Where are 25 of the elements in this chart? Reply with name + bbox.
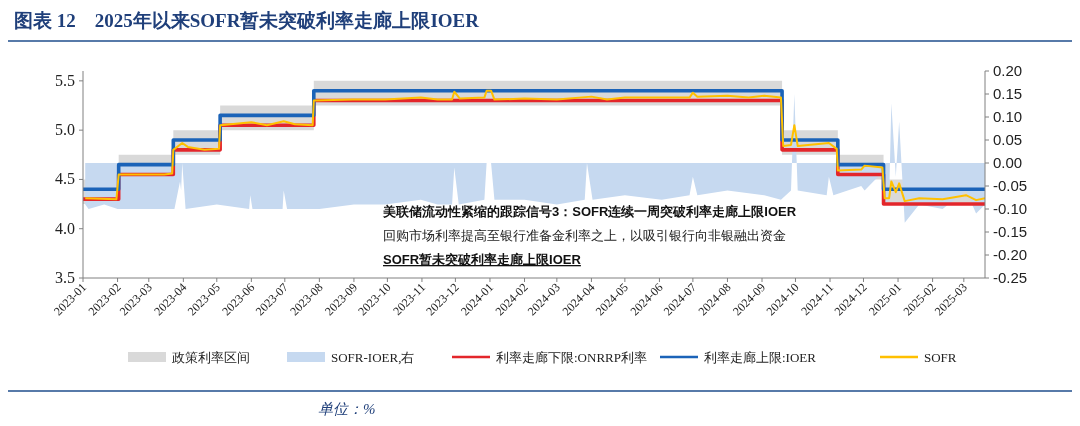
y-tick-label: 4.0 (55, 219, 75, 237)
legend-label: 利率走廊下限:ONRRP利率 (496, 350, 647, 365)
y2-tick-label: -0.25 (993, 269, 1028, 286)
y2-tick-label: 0.05 (993, 131, 1023, 148)
legend-label: 利率走廊上限:IOER (704, 350, 817, 365)
y2-tick-label: -0.10 (993, 200, 1028, 217)
y2-tick-label: 0.15 (993, 85, 1023, 102)
y2-tick-label: 0.00 (993, 154, 1023, 171)
legend-label: 政策利率区间 (172, 350, 250, 365)
y-tick-label: 3.5 (55, 269, 75, 286)
y2-tick-label: 0.20 (993, 62, 1023, 79)
annotation: 美联储流动性紧缩的跟踪信号3：SOFR连续一周突破利率走廊上限IOER (382, 204, 797, 219)
y-tick-label: 4.5 (55, 170, 75, 188)
y2-tick-label: -0.15 (993, 223, 1028, 240)
legend-label: SOFR (924, 350, 957, 365)
y-tick-label: 5.5 (55, 71, 75, 89)
y-tick-label: 5.0 (55, 121, 75, 139)
y2-tick-label: -0.05 (993, 177, 1028, 194)
chart-title: 图表 12 2025年以来SOFR暂未突破利率走廊上限IOER (14, 10, 480, 31)
annotation: SOFR暂未突破利率走廊上限IOER (383, 252, 582, 267)
legend-label: SOFR-IOER,右 (331, 350, 415, 365)
annotation: 回购市场利率提高至银行准备金利率之上，以吸引银行向非银融出资金 (383, 228, 786, 243)
text: 单位：% (318, 401, 376, 417)
y2-tick-label: -0.20 (993, 246, 1028, 263)
y2-tick-label: 0.10 (993, 108, 1023, 125)
